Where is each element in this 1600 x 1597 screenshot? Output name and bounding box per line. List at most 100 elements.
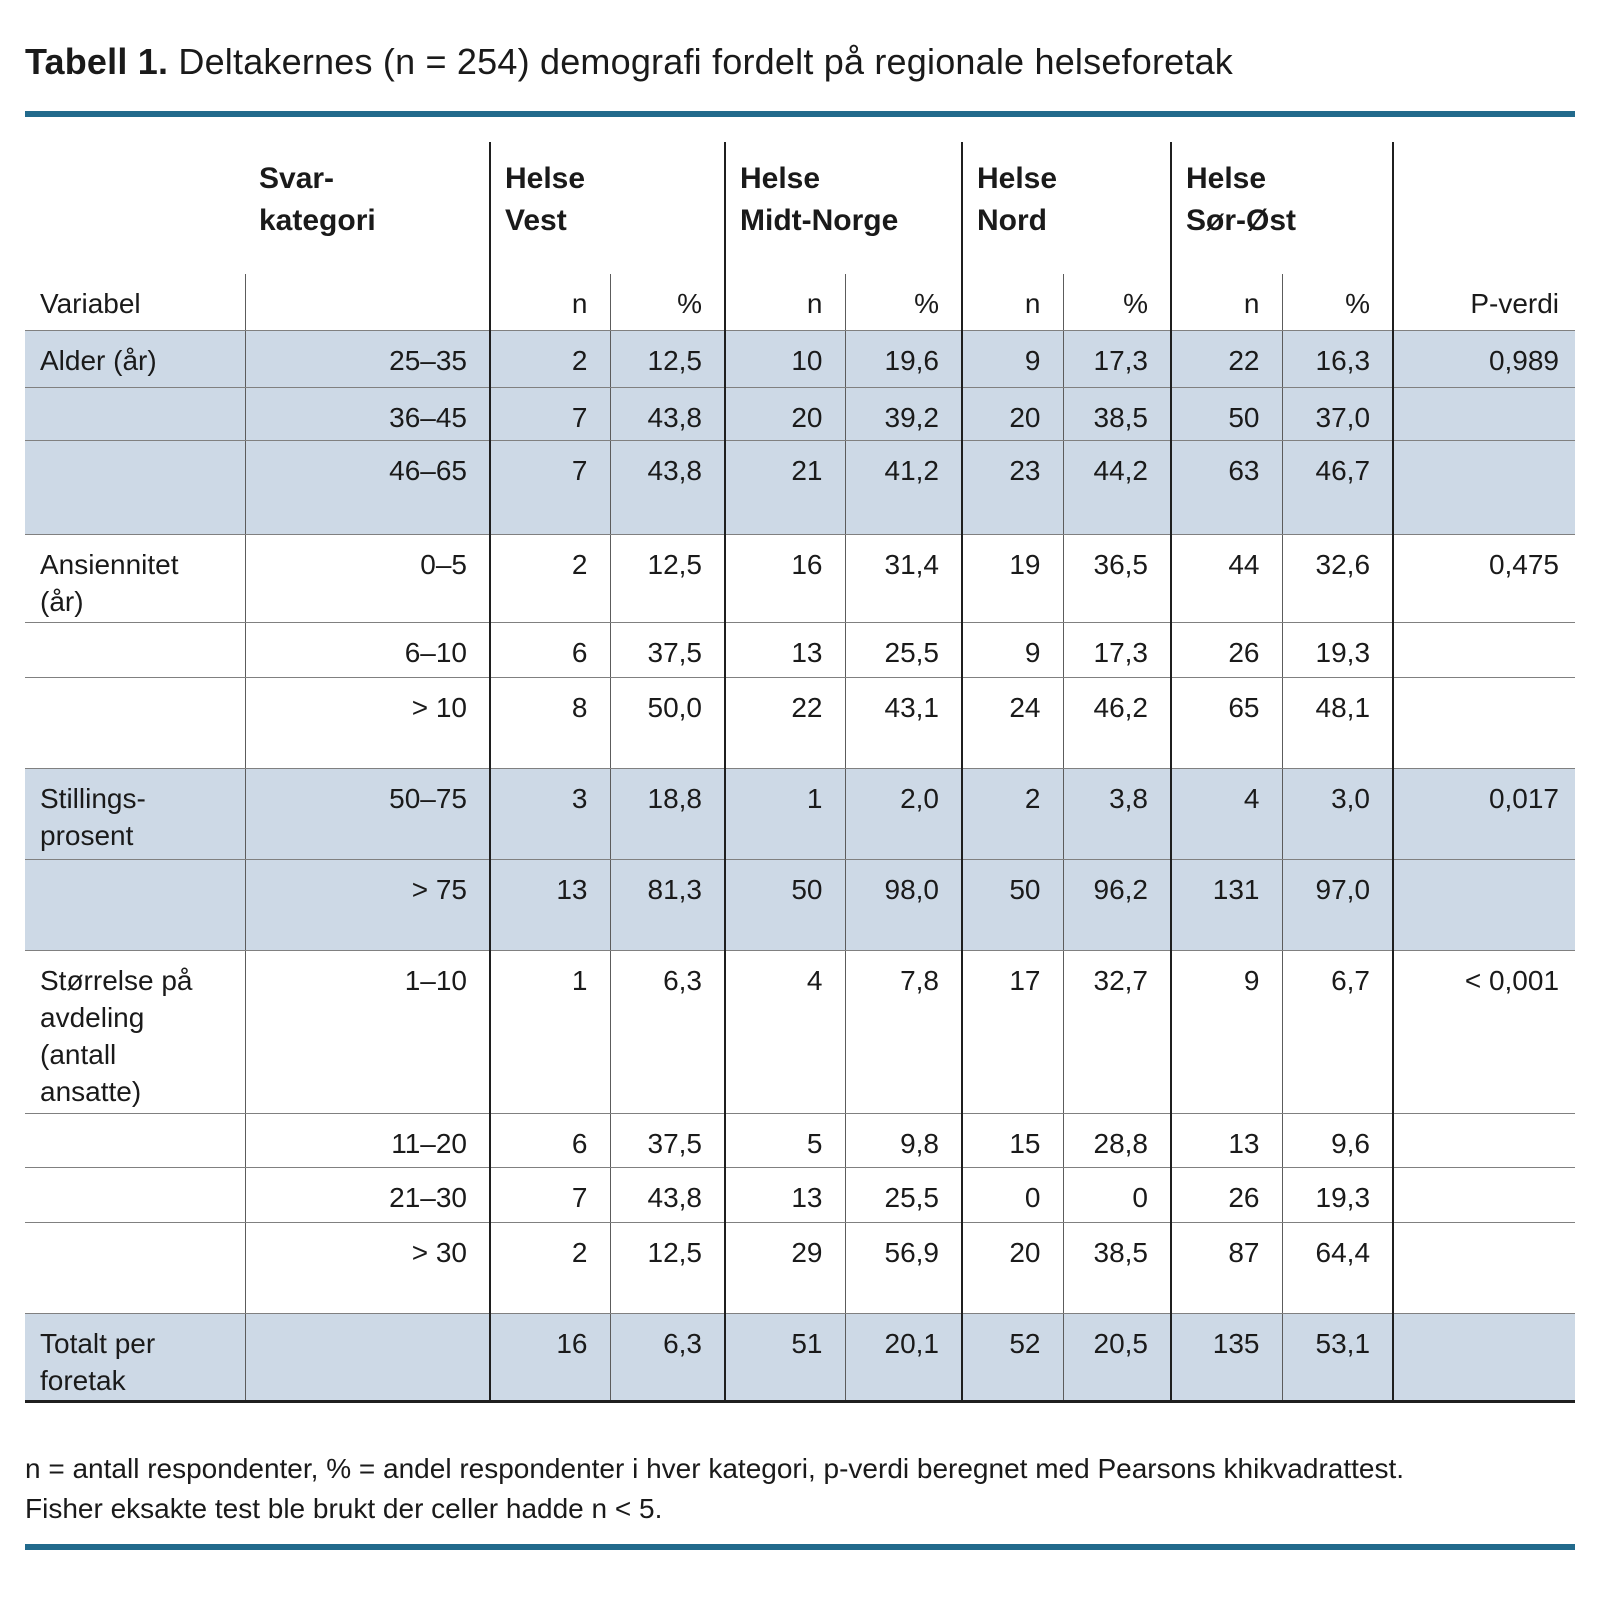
cell-vest-pct: 12,5 (609, 534, 725, 623)
variabel-header: Variabel (25, 274, 245, 331)
footnote-line-1: n = antall respondenter, % = andel respo… (25, 1452, 1405, 1484)
cell-nord-pct: 36,5 (1062, 534, 1171, 623)
cell-nord-n: 15 (961, 1113, 1063, 1168)
cell-midt-pct: 25,5 (844, 622, 962, 678)
cell-nord-n: 9 (961, 330, 1063, 388)
cell-variabel: Ansiennitet (år) (25, 534, 245, 623)
bottom-accent-rule (25, 1543, 1575, 1550)
cell-nord-n: 24 (961, 677, 1063, 769)
cell-midt-n: 5 (724, 1113, 845, 1168)
cell-sorost-n: 50 (1170, 387, 1282, 441)
cell-nord-n: 2 (961, 768, 1063, 860)
cell-vest-n: 7 (489, 387, 610, 441)
cell-variabel: Alder (år) (25, 330, 245, 388)
cell-variabel (25, 387, 245, 441)
cell-sorost-pct: 3,0 (1281, 768, 1394, 860)
cell-p-verdi (1392, 387, 1576, 441)
cell-p-verdi (1392, 1113, 1576, 1168)
cell-vest-pct: 6,3 (609, 950, 725, 1114)
cell-variabel (25, 1113, 245, 1168)
top-accent-rule (25, 111, 1575, 117)
cell-svarkategori: 0–5 (244, 534, 490, 623)
cell-p-verdi (1392, 1167, 1576, 1223)
cell-nord-pct: 32,7 (1062, 950, 1171, 1114)
table-total-row: Totalt per foretak 16 6,3 51 20,1 52 20,… (25, 1313, 1576, 1403)
cell-midt-pct: 20,1 (844, 1313, 962, 1403)
cell-vest-n: 16 (489, 1313, 610, 1403)
table-row: Ansiennitet (år) 0–5 2 12,5 16 31,4 19 3… (25, 534, 1576, 623)
cell-midt-pct: 39,2 (844, 387, 962, 441)
cell-midt-n: 13 (724, 1167, 845, 1223)
cell-sorost-n: 4 (1170, 768, 1282, 860)
cell-sorost-n: 26 (1170, 622, 1282, 678)
cell-sorost-n: 44 (1170, 534, 1282, 623)
cell-sorost-pct: 97,0 (1281, 859, 1394, 951)
cell-midt-pct: 19,6 (844, 330, 962, 388)
cell-p-verdi: < 0,001 (1392, 950, 1576, 1114)
cell-svarkategori (244, 1313, 490, 1403)
helse-sor-ost-header: Helse Sør-Øst (1169, 142, 1394, 274)
cell-nord-pct: 46,2 (1062, 677, 1171, 769)
cell-nord-pct: 0 (1062, 1167, 1171, 1223)
empty-header-cell (244, 274, 490, 331)
empty-corner-cell (25, 142, 245, 274)
cell-midt-pct: 98,0 (844, 859, 962, 951)
cell-midt-n: 13 (724, 622, 845, 678)
cell-midt-n: 10 (724, 330, 845, 388)
cell-sorost-n: 63 (1170, 440, 1282, 535)
cell-sorost-n: 13 (1170, 1113, 1282, 1168)
cell-variabel (25, 859, 245, 951)
table-footnote: n = antall respondenter, % = andel respo… (25, 1449, 1575, 1529)
cell-sorost-pct: 19,3 (1281, 1167, 1394, 1223)
cell-sorost-pct: 32,6 (1281, 534, 1394, 623)
table-row: 21–30 7 43,8 13 25,5 0 0 26 19,3 (25, 1167, 1576, 1223)
cell-midt-pct: 56,9 (844, 1222, 962, 1314)
cell-midt-n: 1 (724, 768, 845, 860)
table-row: > 10 8 50,0 22 43,1 24 46,2 65 48,1 (25, 677, 1576, 769)
cell-nord-pct: 17,3 (1062, 622, 1171, 678)
cell-p-verdi (1392, 1313, 1576, 1403)
cell-vest-pct: 43,8 (609, 1167, 725, 1223)
cell-nord-pct: 28,8 (1062, 1113, 1171, 1168)
cell-svarkategori: 1–10 (244, 950, 490, 1114)
cell-sorost-pct: 19,3 (1281, 622, 1394, 678)
vest-n-header: n (489, 274, 610, 331)
table-row: 11–20 6 37,5 5 9,8 15 28,8 13 9,6 (25, 1113, 1576, 1168)
footnote-line-2: Fisher eksakte test ble brukt der celler… (25, 1492, 663, 1524)
cell-nord-pct: 20,5 (1062, 1313, 1171, 1403)
cell-nord-n: 19 (961, 534, 1063, 623)
cell-midt-pct: 31,4 (844, 534, 962, 623)
cell-nord-n: 9 (961, 622, 1063, 678)
column-header-row: Variabel n % n % n % n % P-verdi (25, 274, 1576, 331)
cell-p-verdi (1392, 622, 1576, 678)
cell-nord-n: 52 (961, 1313, 1063, 1403)
cell-svarkategori: 6–10 (244, 622, 490, 678)
cell-midt-pct: 2,0 (844, 768, 962, 860)
cell-nord-pct: 38,5 (1062, 1222, 1171, 1314)
table-row: 6–10 6 37,5 13 25,5 9 17,3 26 19,3 (25, 622, 1576, 678)
cell-p-verdi (1392, 859, 1576, 951)
cell-nord-pct: 38,5 (1062, 387, 1171, 441)
table-title: Tabell 1. Deltakernes (n = 254) demograf… (25, 40, 1575, 84)
cell-p-verdi: 0,017 (1392, 768, 1576, 860)
cell-nord-n: 17 (961, 950, 1063, 1114)
cell-nord-n: 20 (961, 387, 1063, 441)
cell-midt-n: 20 (724, 387, 845, 441)
cell-vest-pct: 12,5 (609, 330, 725, 388)
cell-vest-n: 2 (489, 330, 610, 388)
table-row: 46–65 7 43,8 21 41,2 23 44,2 63 46,7 (25, 440, 1576, 535)
helse-nord-header: Helse Nord (961, 142, 1171, 274)
cell-nord-n: 23 (961, 440, 1063, 535)
cell-vest-pct: 81,3 (609, 859, 725, 951)
helse-midt-norge-header: Helse Midt-Norge (724, 142, 962, 274)
cell-midt-n: 29 (724, 1222, 845, 1314)
cell-svarkategori: 21–30 (244, 1167, 490, 1223)
sorost-pct-header: % (1281, 274, 1394, 331)
cell-midt-n: 4 (724, 950, 845, 1114)
table-title-text: Deltakernes (n = 254) demografi fordelt … (168, 41, 1233, 82)
cell-midt-pct: 25,5 (844, 1167, 962, 1223)
midt-pct-header: % (844, 274, 962, 331)
cell-p-verdi (1392, 440, 1576, 535)
cell-vest-pct: 18,8 (609, 768, 725, 860)
cell-variabel: Størrelse på avdeling (antall ansatte) (25, 950, 245, 1114)
